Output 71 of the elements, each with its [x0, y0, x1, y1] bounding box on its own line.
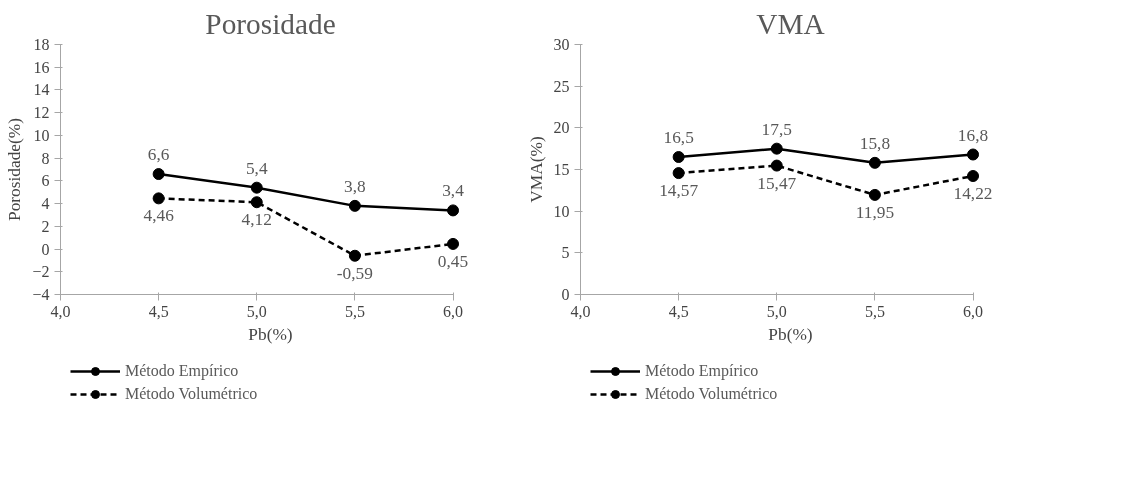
y-tick-label: −2 — [32, 263, 50, 281]
y-tick-label: 15 — [553, 161, 570, 178]
y-tick-label: 18 — [33, 36, 50, 53]
y-tick-label: 12 — [33, 104, 50, 122]
data-label: 17,5 — [761, 119, 792, 139]
x-tick-label: 4,0 — [50, 302, 71, 320]
x-tick-label: 6,0 — [443, 302, 464, 320]
x-tick-label: 5,5 — [864, 302, 885, 320]
y-tick-label: 14 — [33, 81, 50, 99]
data-label: 4,12 — [241, 210, 272, 230]
y-tick-label: 5 — [561, 244, 570, 262]
data-label: 14,57 — [659, 181, 699, 201]
point — [868, 188, 881, 201]
y-tick-label: 25 — [553, 77, 570, 95]
point — [447, 204, 460, 217]
data-label: 15,47 — [757, 173, 797, 193]
point — [152, 168, 165, 181]
legend-label: Método Volumétrico — [645, 385, 778, 403]
legend-label: Método Volumétrico — [125, 385, 258, 403]
y-axis-title: VMA(%) — [526, 136, 546, 203]
data-label: -0,59 — [336, 263, 373, 283]
y-tick-label: 2 — [41, 217, 50, 235]
point — [250, 196, 263, 209]
data-label: 4,46 — [143, 206, 175, 226]
y-tick-label: 10 — [553, 202, 570, 220]
point — [770, 159, 783, 172]
point — [348, 249, 361, 262]
data-label: 6,6 — [147, 145, 170, 165]
point — [967, 148, 980, 161]
y-tick-label: 4 — [41, 195, 50, 213]
y-tick-label: 20 — [553, 119, 570, 137]
y-tick-label: 10 — [33, 126, 50, 144]
x-tick-label: 4,5 — [668, 302, 689, 320]
x-tick-label: 6,0 — [963, 302, 984, 320]
y-tick-label: −4 — [32, 286, 50, 303]
x-tick-label: 5,0 — [246, 302, 267, 320]
point — [770, 142, 783, 155]
y-tick-label: 0 — [41, 240, 50, 258]
data-label: 14,22 — [953, 184, 993, 203]
x-tick-label: 5,0 — [766, 302, 787, 320]
point — [672, 151, 685, 163]
data-label: 0,45 — [437, 251, 469, 271]
point — [868, 156, 881, 169]
y-tick-label: 0 — [561, 286, 570, 303]
x-tick-label: 4,0 — [570, 302, 591, 320]
data-label: 11,95 — [855, 202, 895, 222]
x-axis-title: Pb(%) — [768, 324, 813, 344]
data-label: 16,8 — [957, 125, 989, 145]
y-tick-label: 16 — [33, 58, 50, 76]
y-tick-label: 8 — [41, 149, 50, 167]
y-axis-title: Porosidade(%) — [5, 117, 25, 221]
y-tick-label: 30 — [553, 36, 570, 53]
x-axis-title: Pb(%) — [248, 324, 293, 344]
data-label: 3,8 — [344, 176, 366, 196]
point — [250, 181, 263, 194]
point — [447, 237, 460, 250]
point — [152, 192, 165, 205]
data-label: 3,4 — [442, 181, 465, 201]
x-tick-label: 4,5 — [148, 302, 169, 320]
legend-label: Método Empírico — [645, 362, 759, 380]
x-tick-label: 5,5 — [344, 302, 365, 320]
legend-label: Método Empírico — [125, 362, 239, 380]
chart-title: Porosidade — [205, 7, 336, 40]
data-label: 5,4 — [245, 158, 268, 178]
point — [348, 199, 361, 212]
point — [967, 170, 980, 182]
data-label: 16,5 — [663, 128, 694, 147]
data-label: 15,8 — [859, 133, 891, 153]
point — [672, 167, 685, 180]
chart-title: VMA — [756, 7, 825, 40]
y-tick-label: 6 — [41, 172, 50, 190]
